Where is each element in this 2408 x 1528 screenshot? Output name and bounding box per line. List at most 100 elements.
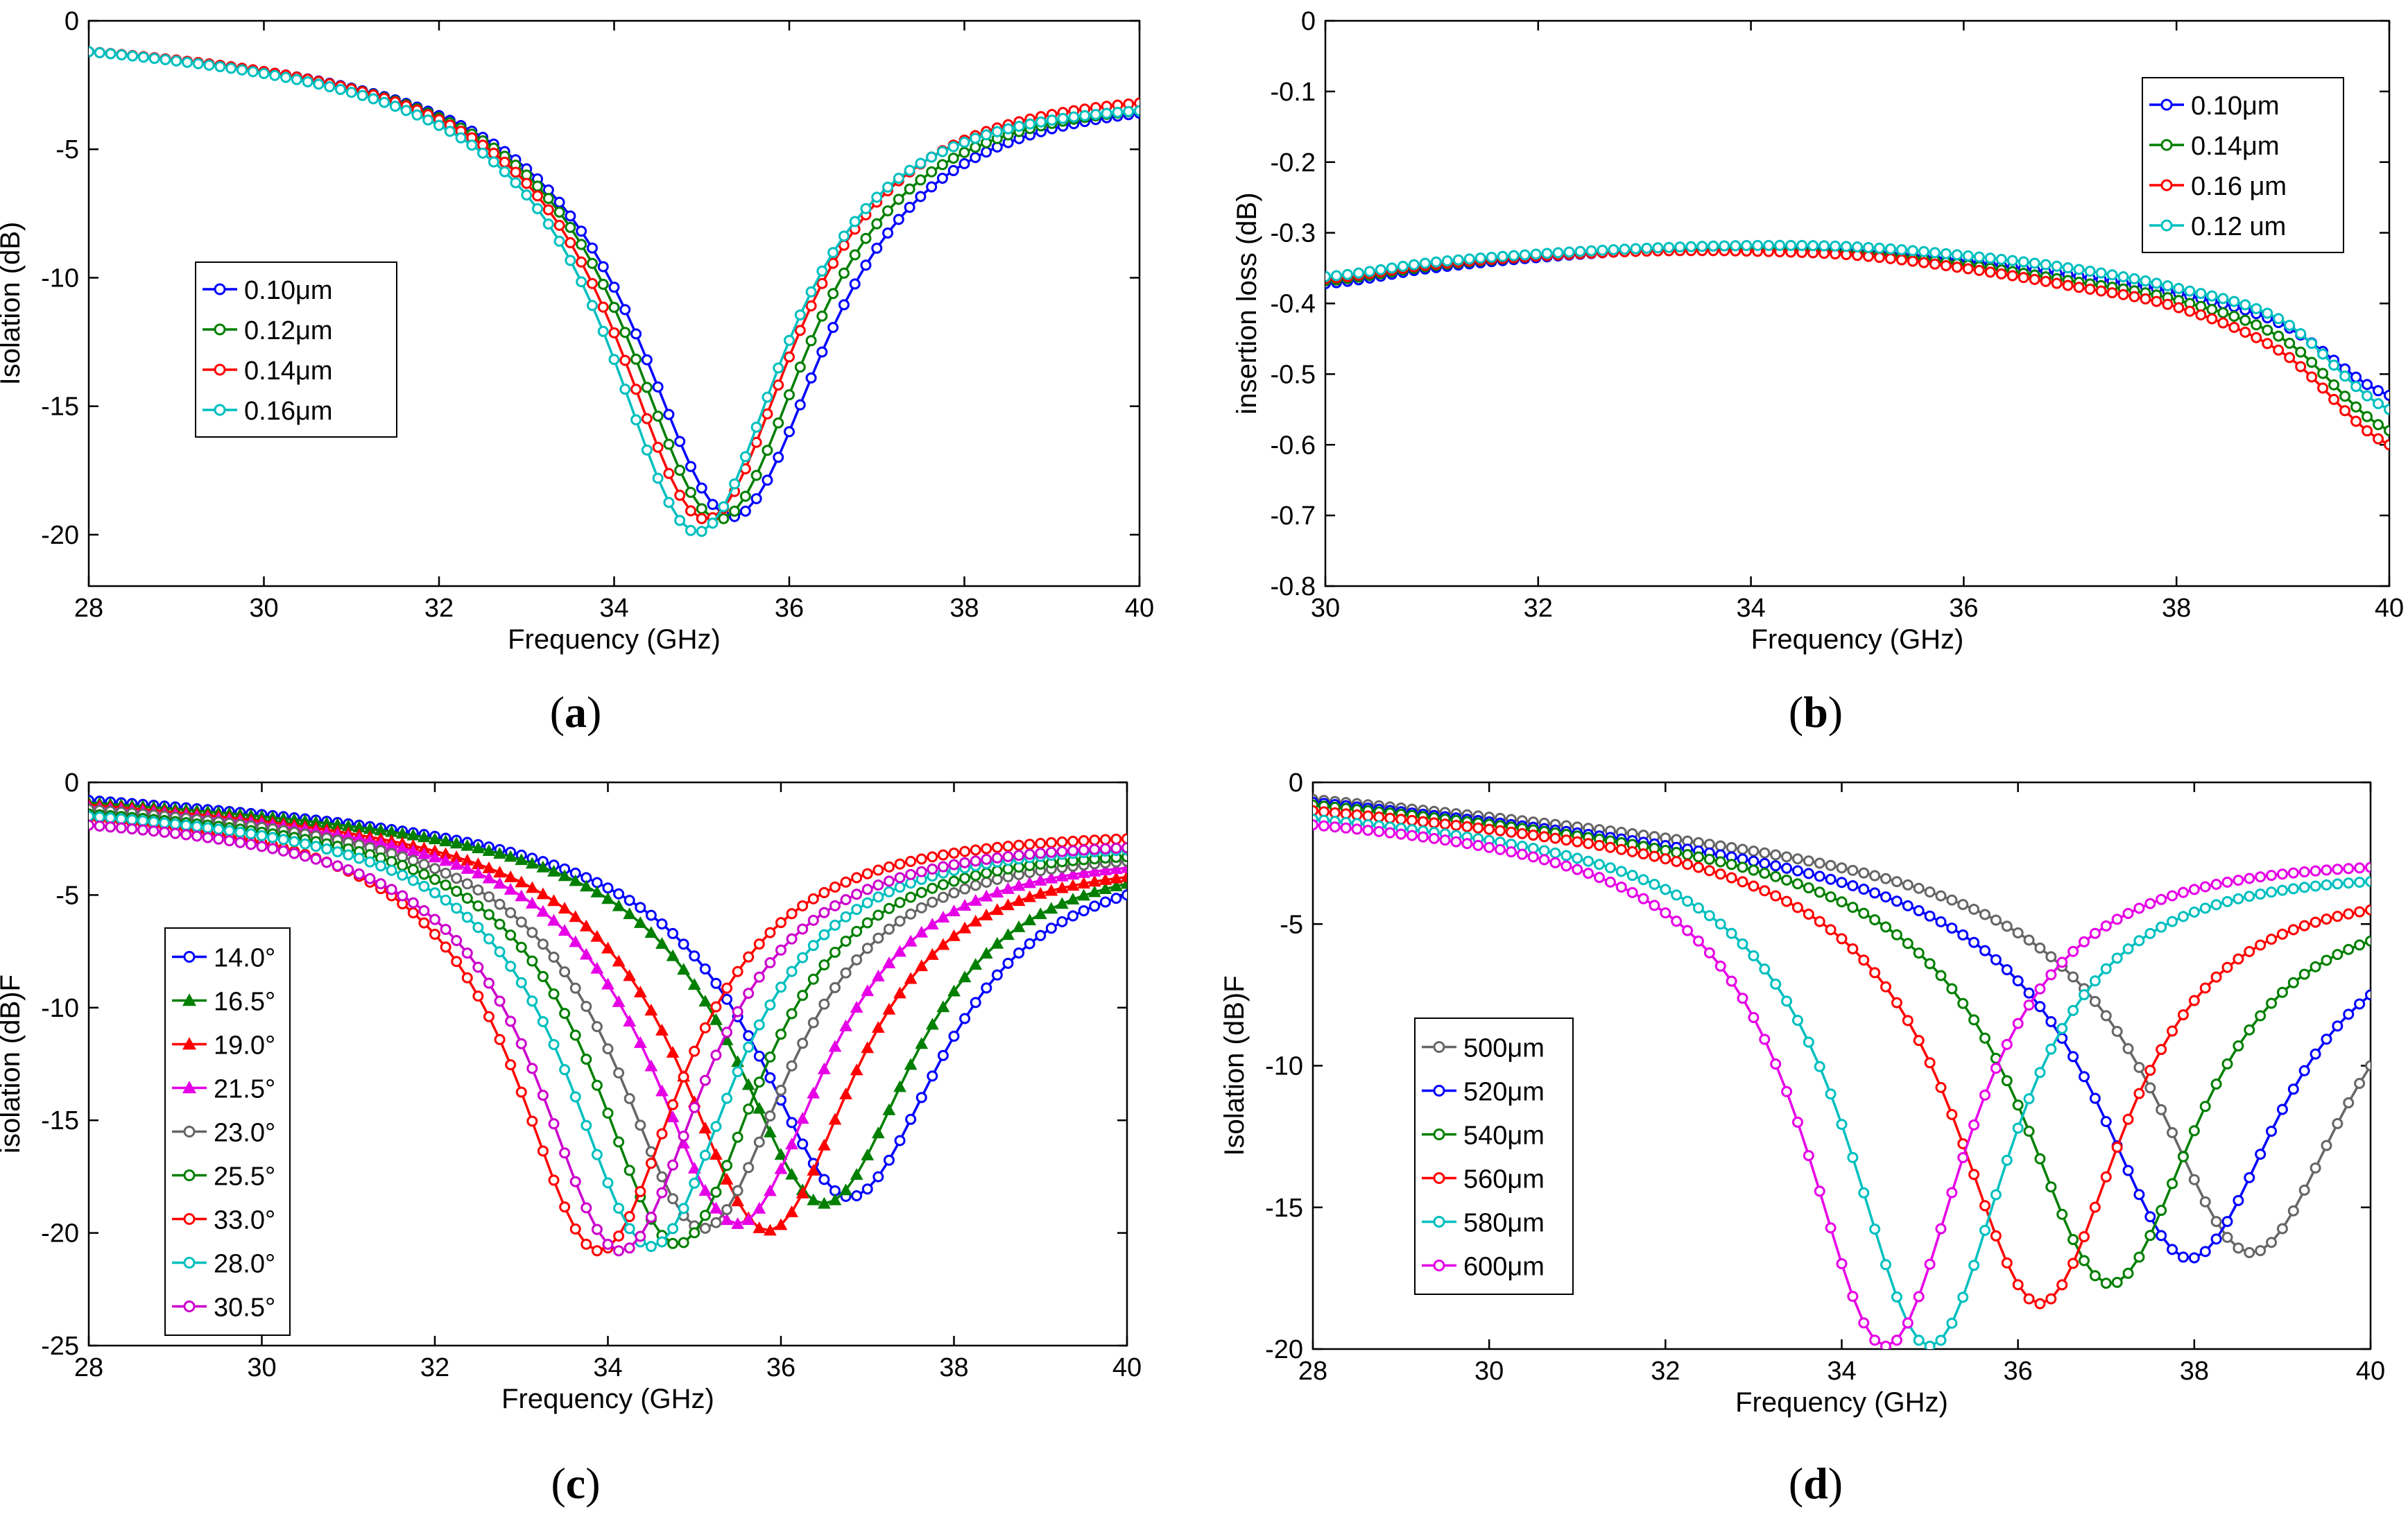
panel-b-data-point	[1708, 240, 1719, 252]
panel-c-data-point	[548, 1038, 560, 1050]
panel-c-data-point	[613, 1067, 625, 1079]
panel-c-data-point	[786, 965, 798, 977]
panel-c-data-point	[958, 921, 972, 934]
panel-a-data-point	[838, 230, 850, 242]
panel-d-data-point	[2210, 1216, 2222, 1228]
panel-a-data-point	[280, 71, 292, 83]
panel-d-data-point	[1957, 1152, 1969, 1164]
panel-b-data-point	[1884, 252, 1896, 264]
panel-c-data-point	[602, 1043, 614, 1055]
panel-a-data-point	[652, 472, 664, 484]
panel-c-data-point	[525, 881, 539, 893]
panel-b-data-point	[1630, 243, 1642, 255]
panel-d-data-point	[2365, 989, 2371, 1001]
panel-d-data-point	[1373, 825, 1385, 837]
panel-c-caption: (c)	[551, 1459, 600, 1508]
panel-c-data-point	[1044, 902, 1058, 914]
panel-c-data-point	[818, 998, 830, 1010]
panel-d-data-point	[2067, 945, 2079, 957]
panel-c-data-point	[537, 1090, 549, 1101]
panel-c-data-point	[1045, 846, 1057, 858]
panel-c-data-point	[893, 945, 906, 957]
panel-d-data-point	[2100, 1010, 2112, 1022]
panel-c-legend-marker	[183, 1257, 196, 1269]
panel-c-data-point	[1013, 947, 1025, 959]
panel-c-data-point	[223, 835, 235, 847]
panel-c-data-point	[741, 1213, 755, 1226]
panel-c-data-point	[786, 1060, 798, 1072]
panel-d-data-point	[2266, 886, 2278, 898]
panel-a-data-point	[773, 362, 784, 374]
panel-c-data-point	[947, 929, 961, 941]
panel-a-data-point	[882, 205, 894, 216]
panel-c-legend-label: 30.5°	[214, 1294, 275, 1323]
panel-d-data-point	[1847, 1151, 1859, 1163]
panel-b-legend-marker	[2160, 179, 2173, 191]
panel-d-data-point	[2221, 1216, 2233, 1228]
panel-d-data-point	[1869, 1224, 1881, 1235]
panel-b-data-point	[1719, 240, 1730, 252]
panel-d-data-point	[2034, 983, 2046, 995]
panel-c-data-point	[894, 882, 906, 893]
panel-b-data-point	[2384, 404, 2389, 415]
panel-d-data-point	[1703, 865, 1715, 877]
panel-c-data-point	[1045, 836, 1057, 848]
panel-c-data-point	[775, 944, 786, 956]
panel-a-data-point	[696, 513, 707, 524]
panel-b-data-point	[2251, 332, 2262, 343]
panel-a-data-point	[1134, 105, 1140, 117]
panel-d-data-point	[1428, 832, 1440, 844]
panel-d-data-point	[1913, 905, 1925, 917]
panel-c-data-point	[591, 1021, 603, 1033]
panel-d-data-point	[1759, 1033, 1771, 1045]
panel-c-data-point	[494, 918, 506, 930]
panel-d-data-point	[2122, 1042, 2134, 1054]
panel-a-data-point	[750, 470, 762, 481]
panel-c-data-point	[818, 907, 830, 918]
panel-c-data-point	[267, 832, 279, 843]
panel-a-data-point	[849, 249, 861, 261]
panel-c-data-point	[1012, 920, 1026, 932]
panel-b-caption-part: )	[1828, 687, 1843, 737]
panel-c-data-point	[569, 1223, 581, 1235]
panel-c-data-point	[505, 907, 517, 918]
panel-d-data-point	[2266, 934, 2278, 945]
panel-b-data-point	[2373, 419, 2384, 431]
panel-a-data-point	[904, 164, 915, 176]
panel-a-data-point	[652, 410, 664, 422]
panel-c-data-point	[775, 1029, 786, 1040]
panel-d-data-point	[1748, 855, 1760, 867]
panel-b-data-point	[2095, 267, 2107, 279]
panel-a-caption: (a)	[550, 687, 602, 737]
panel-d-data-point	[1351, 823, 1363, 835]
panel-d-xtick-label: 30	[1474, 1357, 1504, 1386]
panel-d-data-point	[2034, 1067, 2046, 1079]
panel-a-data-point	[773, 379, 784, 391]
panel-c-data-point	[343, 864, 354, 875]
panel-a-data-point	[816, 310, 828, 322]
panel-c-data-point	[548, 952, 560, 963]
panel-c-xtick-label: 36	[766, 1353, 796, 1382]
panel-d-data-point	[1913, 1291, 1925, 1303]
panel-c-data-point	[1110, 833, 1122, 845]
panel-c-data-point	[667, 1099, 679, 1110]
panel-c-data-point	[644, 926, 658, 938]
panel-a-data-point	[160, 54, 171, 66]
panel-c-data-point	[807, 1163, 820, 1176]
panel-c-data-point	[710, 1217, 722, 1228]
panel-d-data-point	[1660, 907, 1671, 919]
panel-c-data-point	[429, 873, 440, 885]
panel-d-data-point	[1902, 1317, 1914, 1329]
panel-c-data-point	[959, 857, 971, 868]
panel-c-data-point	[851, 889, 863, 900]
panel-b-data-point	[1929, 258, 1941, 270]
panel-c-data-point	[451, 902, 463, 914]
panel-d-data-point	[2111, 1026, 2123, 1038]
panel-c-data-point	[580, 1119, 592, 1131]
panel-c-data-point	[990, 886, 1004, 898]
panel-d-data-point	[2023, 1125, 2035, 1137]
panel-c-data-point	[515, 1038, 527, 1049]
panel-d-data-point	[1968, 1119, 1980, 1131]
panel-d-data-point	[1935, 970, 1947, 981]
panel-d-data-point	[1902, 938, 1914, 950]
